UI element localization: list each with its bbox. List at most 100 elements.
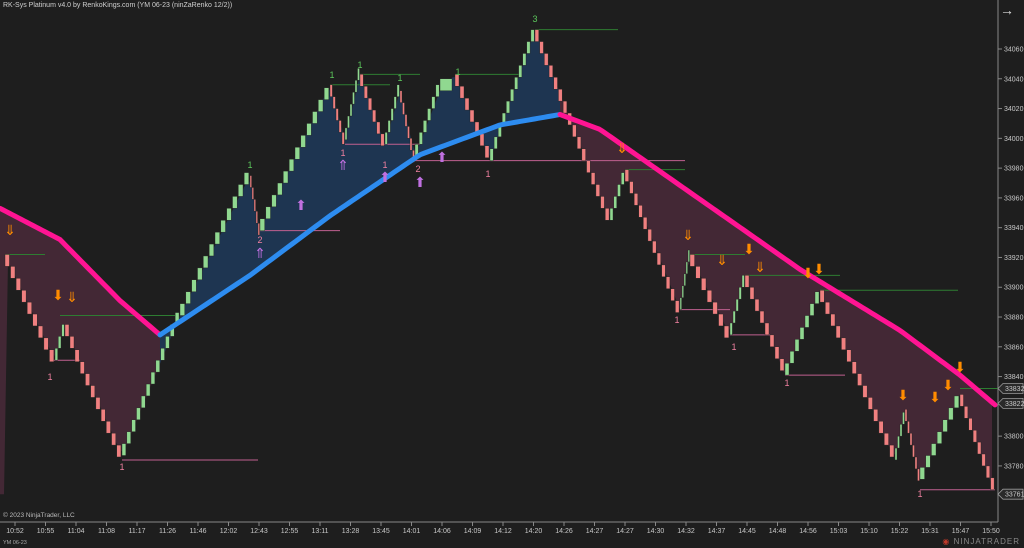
- down-brick: [724, 325, 730, 339]
- down-brick: [959, 394, 964, 407]
- sell-signal-arrow-icon: ⬇: [929, 389, 941, 405]
- down-brick: [255, 211, 258, 224]
- down-brick: [332, 96, 336, 109]
- down-brick: [718, 313, 724, 327]
- up-brick: [390, 108, 394, 121]
- sell-signal-arrow-icon: ⇓: [4, 222, 16, 238]
- price-marker-label: 33761: [1005, 492, 1024, 499]
- up-brick: [160, 348, 165, 361]
- logo-text: NINJATRADER: [953, 537, 1020, 546]
- swing-label: 1: [340, 148, 345, 158]
- down-brick: [454, 74, 460, 87]
- up-brick: [902, 412, 905, 425]
- x-tick-label: 14:56: [799, 528, 817, 535]
- down-brick: [479, 133, 485, 146]
- down-brick: [95, 397, 101, 410]
- arrow-right-icon[interactable]: →: [1000, 2, 1014, 18]
- down-brick: [851, 361, 857, 374]
- down-brick: [544, 53, 549, 66]
- down-brick: [595, 184, 600, 197]
- down-brick: [701, 278, 707, 291]
- down-brick: [111, 432, 116, 446]
- down-brick: [380, 133, 385, 146]
- down-brick: [624, 169, 629, 182]
- up-brick: [243, 172, 250, 185]
- up-brick: [427, 108, 432, 121]
- up-brick: [131, 419, 136, 432]
- down-brick: [257, 223, 260, 236]
- down-brick: [404, 114, 408, 127]
- up-brick: [306, 123, 312, 136]
- up-brick: [804, 315, 810, 328]
- up-brick: [794, 339, 800, 352]
- down-brick: [633, 193, 639, 206]
- up-brick: [510, 89, 514, 102]
- x-tick-label: 15:47: [952, 528, 970, 535]
- down-brick: [964, 406, 969, 419]
- down-brick: [341, 132, 345, 145]
- down-brick: [689, 254, 695, 267]
- up-brick: [799, 327, 805, 340]
- up-brick: [271, 194, 277, 208]
- up-brick: [789, 351, 795, 364]
- up-brick: [685, 261, 688, 275]
- up-brick: [347, 115, 350, 129]
- up-brick: [208, 243, 215, 257]
- x-tick-label: 11:04: [68, 528, 85, 535]
- y-tick-label: 33900: [1004, 285, 1024, 292]
- down-brick: [661, 264, 666, 278]
- sell-signal-arrow-icon: ⇓: [66, 289, 78, 305]
- up-brick: [431, 96, 436, 109]
- down-brick: [329, 84, 333, 97]
- x-tick-label: 14:45: [738, 528, 756, 535]
- x-tick-label: 14:37: [708, 528, 726, 535]
- down-brick: [884, 432, 889, 446]
- up-brick: [288, 158, 295, 172]
- up-brick: [197, 267, 203, 280]
- price-marker: [997, 383, 1024, 394]
- sell-signal-arrow-icon: ⬇: [813, 261, 825, 277]
- x-tick-label: 12:02: [220, 528, 238, 535]
- swing-label: 1: [674, 315, 679, 325]
- up-brick: [318, 99, 324, 112]
- down-brick: [712, 301, 718, 315]
- up-brick: [683, 273, 686, 286]
- x-tick-label: 12:55: [281, 528, 299, 535]
- swing-label: 1: [784, 378, 789, 388]
- down-brick: [576, 136, 582, 149]
- up-brick: [393, 96, 397, 109]
- up-brick: [423, 120, 427, 133]
- down-brick: [15, 278, 21, 291]
- swing-label: 1: [119, 462, 124, 472]
- swing-label: 1: [357, 60, 362, 70]
- moving-average-line: [157, 112, 562, 338]
- up-brick: [925, 455, 931, 468]
- up-brick: [439, 78, 453, 91]
- down-brick: [779, 358, 785, 371]
- down-brick: [251, 187, 254, 200]
- down-brick: [835, 325, 841, 339]
- y-tick-label: 33980: [1004, 166, 1024, 173]
- up-brick: [954, 395, 960, 409]
- down-brick: [907, 421, 910, 434]
- up-brick: [814, 291, 820, 304]
- up-brick: [126, 431, 131, 444]
- x-tick-label: 14:32: [677, 528, 695, 535]
- down-brick: [74, 349, 80, 362]
- y-tick-label: 33880: [1004, 315, 1024, 322]
- x-tick-label: 10:52: [6, 528, 24, 535]
- ninjatrader-logo: ◉ NINJATRADER: [942, 537, 1020, 546]
- down-brick: [10, 266, 16, 279]
- down-brick: [666, 276, 671, 289]
- down-brick: [591, 172, 596, 185]
- down-brick: [359, 74, 364, 87]
- down-brick: [629, 181, 634, 194]
- up-brick: [894, 447, 898, 461]
- down-brick: [749, 287, 755, 300]
- down-brick: [372, 109, 377, 123]
- up-brick: [214, 231, 220, 245]
- trend-cloud: [0, 208, 160, 495]
- y-tick-label: 33920: [1004, 255, 1024, 262]
- down-brick: [914, 456, 918, 470]
